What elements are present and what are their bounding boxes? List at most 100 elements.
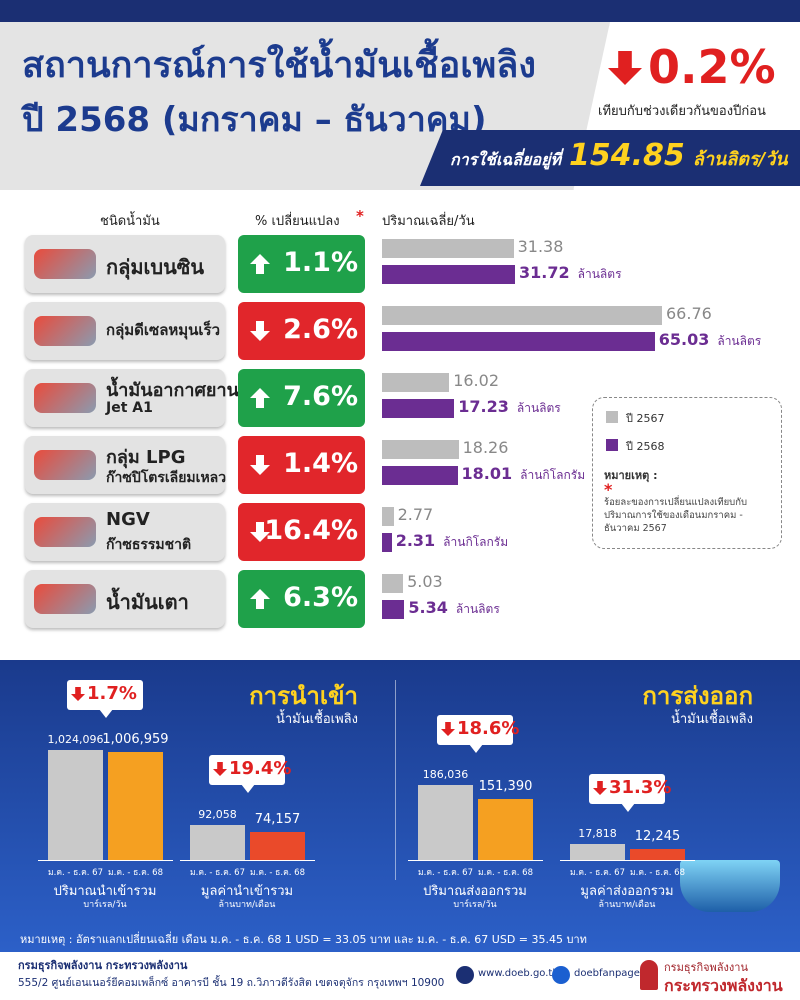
bar — [382, 466, 458, 485]
legend-label: ปี 2567 — [626, 412, 665, 425]
baseline — [38, 860, 173, 861]
bar-label: 65.03 ล้านลิตร — [659, 330, 762, 351]
bar-label: 66.76 — [666, 304, 712, 323]
arrow-shape — [593, 781, 607, 795]
fb-icon — [552, 966, 570, 984]
bar-unit: ล้านกิโลกรัม — [520, 468, 586, 482]
bar — [382, 533, 392, 552]
fuel-subname: ก๊าซปิโตรเลียมเหลว — [106, 470, 227, 486]
arrow-icon — [593, 781, 607, 795]
fuel-name: กลุ่มดีเซลหมุนเร็ว — [106, 321, 221, 339]
bar — [382, 373, 450, 392]
arrow-icon — [250, 522, 270, 542]
trade-bar-label: 92,058 — [198, 808, 237, 821]
bar-value: 17.23 — [458, 397, 509, 416]
trade-bar — [190, 825, 245, 860]
arrow-icon — [250, 388, 270, 408]
bar-unit: ล้านลิตร — [717, 334, 762, 348]
bar — [382, 399, 455, 418]
arrow-icon — [250, 589, 270, 609]
fuel-icon — [34, 316, 96, 346]
fuel-name: น้ำมันเตา — [106, 590, 189, 614]
logo-mark — [640, 960, 658, 990]
footer-org: กรมธุรกิจพลังงาน กระทรวงพลังงาน — [18, 959, 188, 972]
note-asterisk: * — [604, 480, 613, 499]
callout-pointer — [469, 744, 483, 753]
callout-value: 31.3% — [609, 777, 672, 798]
baseline — [560, 860, 695, 861]
bar — [382, 574, 404, 593]
group-label: ปริมาณส่งออกรวม — [423, 884, 527, 899]
bar-label: 16.02 — [453, 371, 499, 390]
bar-value: 18.26 — [462, 438, 509, 457]
footer-facebook[interactable]: doebfanpage — [574, 968, 640, 979]
arrow-shape — [250, 589, 270, 609]
column-header: % เปลี่ยนแปลง — [255, 214, 340, 229]
change-arrow — [250, 521, 270, 543]
callout-pointer — [621, 803, 635, 812]
footer-website[interactable]: www.doeb.go.th — [478, 968, 559, 979]
arrow-shape — [250, 254, 270, 274]
trade-bar — [250, 831, 305, 860]
fuel-name: น้ำมันอากาศยาน — [106, 380, 239, 401]
fuel-icon — [34, 450, 96, 480]
bar-unit: ล้านกิโลกรัม — [443, 535, 509, 549]
trade-bar — [630, 849, 685, 860]
arrow-shape — [250, 388, 270, 408]
group-unit: บาร์เรล/วัน — [83, 900, 127, 910]
arrow-shape — [441, 722, 455, 736]
trade-bar-label: 1,006,959 — [102, 731, 169, 747]
trade-bar — [48, 750, 103, 860]
trade-category: ม.ค. - ธ.ค. 68 — [250, 868, 305, 878]
average-band — [420, 130, 800, 186]
bar — [382, 332, 655, 351]
trade-category: ม.ค. - ธ.ค. 68 — [630, 868, 685, 878]
change-arrow — [250, 320, 270, 342]
group-unit: ล้านบาท/เดือน — [598, 900, 656, 910]
legend-label: ปี 2568 — [626, 440, 665, 453]
trade-bar-label: 12,245 — [634, 829, 681, 844]
trade-bar-label: 17,818 — [578, 827, 617, 840]
arrow-shape — [250, 321, 270, 341]
trade-bar — [418, 785, 473, 860]
legend-swatch — [606, 439, 618, 451]
fuel-subname: ก๊าซธรรมชาติ — [106, 537, 192, 553]
bar-value: 16.02 — [453, 371, 499, 390]
trade-bar — [108, 751, 163, 860]
bar-label: 5.03 — [407, 572, 443, 591]
asterisk: * — [356, 207, 364, 225]
arrow-icon — [250, 455, 270, 475]
arrow-shape — [608, 51, 642, 85]
header-change: 0.2% — [648, 40, 776, 94]
baseline — [180, 860, 315, 861]
logo-line2: กระทรวงพลังงาน — [664, 976, 783, 995]
ship — [680, 860, 780, 912]
column-header: ปริมาณเฉลี่ย/วัน — [382, 214, 475, 229]
arrow-icon — [608, 51, 642, 85]
fuel-subname: Jet A1 — [106, 400, 153, 416]
change-arrow — [250, 253, 270, 275]
change-arrow — [608, 48, 642, 88]
callout-value: 18.6% — [457, 718, 520, 739]
footnote: หมายเหตุ : อัตราแลกเปลี่ยนเฉลี่ย เดือน ม… — [20, 933, 587, 946]
bar-value: 65.03 — [658, 330, 710, 349]
trade-category: ม.ค. - ธ.ค. 67 — [570, 868, 625, 878]
bar-value: 5.34 — [408, 598, 448, 617]
bar-value: 31.72 — [519, 263, 570, 282]
fuel-name: กลุ่มเบนซิน — [106, 255, 204, 279]
trade-bar-label: 186,036 — [422, 768, 469, 781]
trade-title: การนำเข้า — [249, 682, 358, 710]
fuel-icon — [34, 584, 96, 614]
arrow-icon — [213, 762, 227, 776]
bar — [382, 239, 514, 258]
bar-value: 31.38 — [517, 237, 564, 256]
arrow-shape — [250, 455, 270, 475]
arrow-shape — [213, 762, 227, 776]
change-value: 7.6% — [283, 381, 358, 412]
bar-label: 17.23 ล้านลิตร — [458, 397, 561, 418]
subtitle: ปี 2568 (มกราคม – ธันวาคม) — [22, 100, 487, 140]
trade-bar — [478, 798, 533, 860]
group-label: มูลค่านำเข้ารวม — [200, 884, 294, 899]
logo-line1: กรมธุรกิจพลังงาน — [664, 961, 748, 974]
